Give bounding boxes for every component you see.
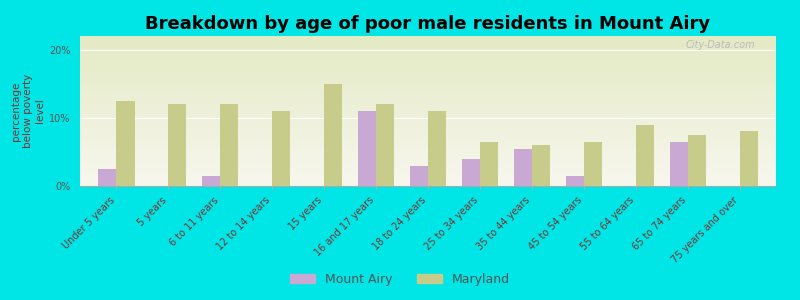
Bar bbox=[566, 176, 584, 186]
Bar bbox=[376, 104, 394, 186]
Bar bbox=[462, 159, 480, 186]
Y-axis label: percentage
below poverty
level: percentage below poverty level bbox=[11, 74, 45, 148]
Bar bbox=[410, 166, 428, 186]
Text: City-Data.com: City-Data.com bbox=[686, 40, 755, 50]
Bar bbox=[324, 84, 342, 186]
Bar bbox=[532, 145, 550, 186]
Bar bbox=[688, 135, 706, 186]
Bar bbox=[670, 142, 688, 186]
Bar bbox=[220, 104, 238, 186]
Bar bbox=[358, 111, 376, 186]
Bar bbox=[740, 131, 758, 186]
Bar bbox=[636, 124, 654, 186]
Title: Breakdown by age of poor male residents in Mount Airy: Breakdown by age of poor male residents … bbox=[146, 15, 710, 33]
Bar bbox=[116, 101, 134, 186]
Bar bbox=[428, 111, 446, 186]
Bar bbox=[168, 104, 186, 186]
Bar bbox=[584, 142, 602, 186]
Bar bbox=[480, 142, 498, 186]
Bar bbox=[514, 148, 532, 186]
Bar bbox=[202, 176, 220, 186]
Bar bbox=[98, 169, 116, 186]
Legend: Mount Airy, Maryland: Mount Airy, Maryland bbox=[285, 268, 515, 291]
Bar bbox=[272, 111, 290, 186]
